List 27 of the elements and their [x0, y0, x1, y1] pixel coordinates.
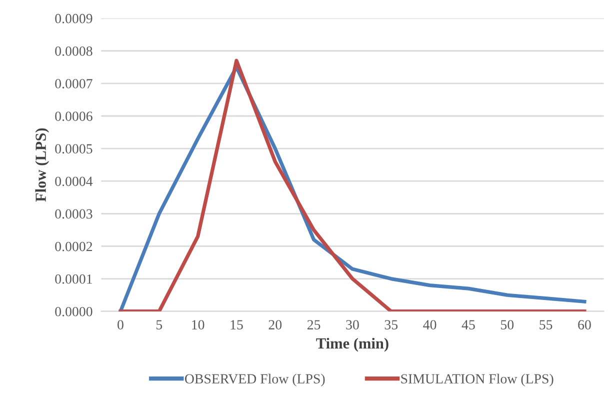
- x-tick-label: 55: [540, 320, 552, 330]
- x-tick-label: 45: [462, 320, 475, 330]
- x-axis-title: Time (min): [316, 338, 388, 352]
- y-tick-label: 0.0000: [55, 306, 92, 316]
- legend-label: SIMULATION Flow (LPS): [401, 374, 554, 386]
- x-tick-label: 5: [156, 320, 162, 330]
- x-tick-label: 25: [307, 320, 320, 330]
- y-axis-title: Flow (LPS): [35, 128, 50, 202]
- x-tick-label: 0: [118, 320, 124, 330]
- x-tick-label: 50: [501, 320, 514, 330]
- y-tick-label: 0.0006: [55, 112, 92, 122]
- y-tick-label: 0.0003: [55, 209, 92, 219]
- y-tick-label: 0.0007: [55, 79, 92, 88]
- x-tick-label: 35: [384, 320, 398, 330]
- y-tick-label: 0.0004: [55, 176, 93, 186]
- x-tick-label: 20: [268, 320, 282, 330]
- legend-label: OBSERVED Flow (LPS): [185, 374, 325, 386]
- x-tick-label: 10: [192, 320, 204, 330]
- x-tick-label: 30: [346, 320, 359, 330]
- x-tick-label: 15: [230, 320, 243, 330]
- y-tick-label: 0.0005: [55, 144, 92, 154]
- y-tick-label: 0.0009: [55, 14, 92, 24]
- x-tick-label: 60: [578, 320, 591, 330]
- y-tick-label: 0.0002: [55, 242, 92, 252]
- x-tick-label: 40: [423, 320, 436, 330]
- y-tick-label: 0.0001: [55, 274, 92, 284]
- y-tick-label: 0.0008: [55, 46, 92, 56]
